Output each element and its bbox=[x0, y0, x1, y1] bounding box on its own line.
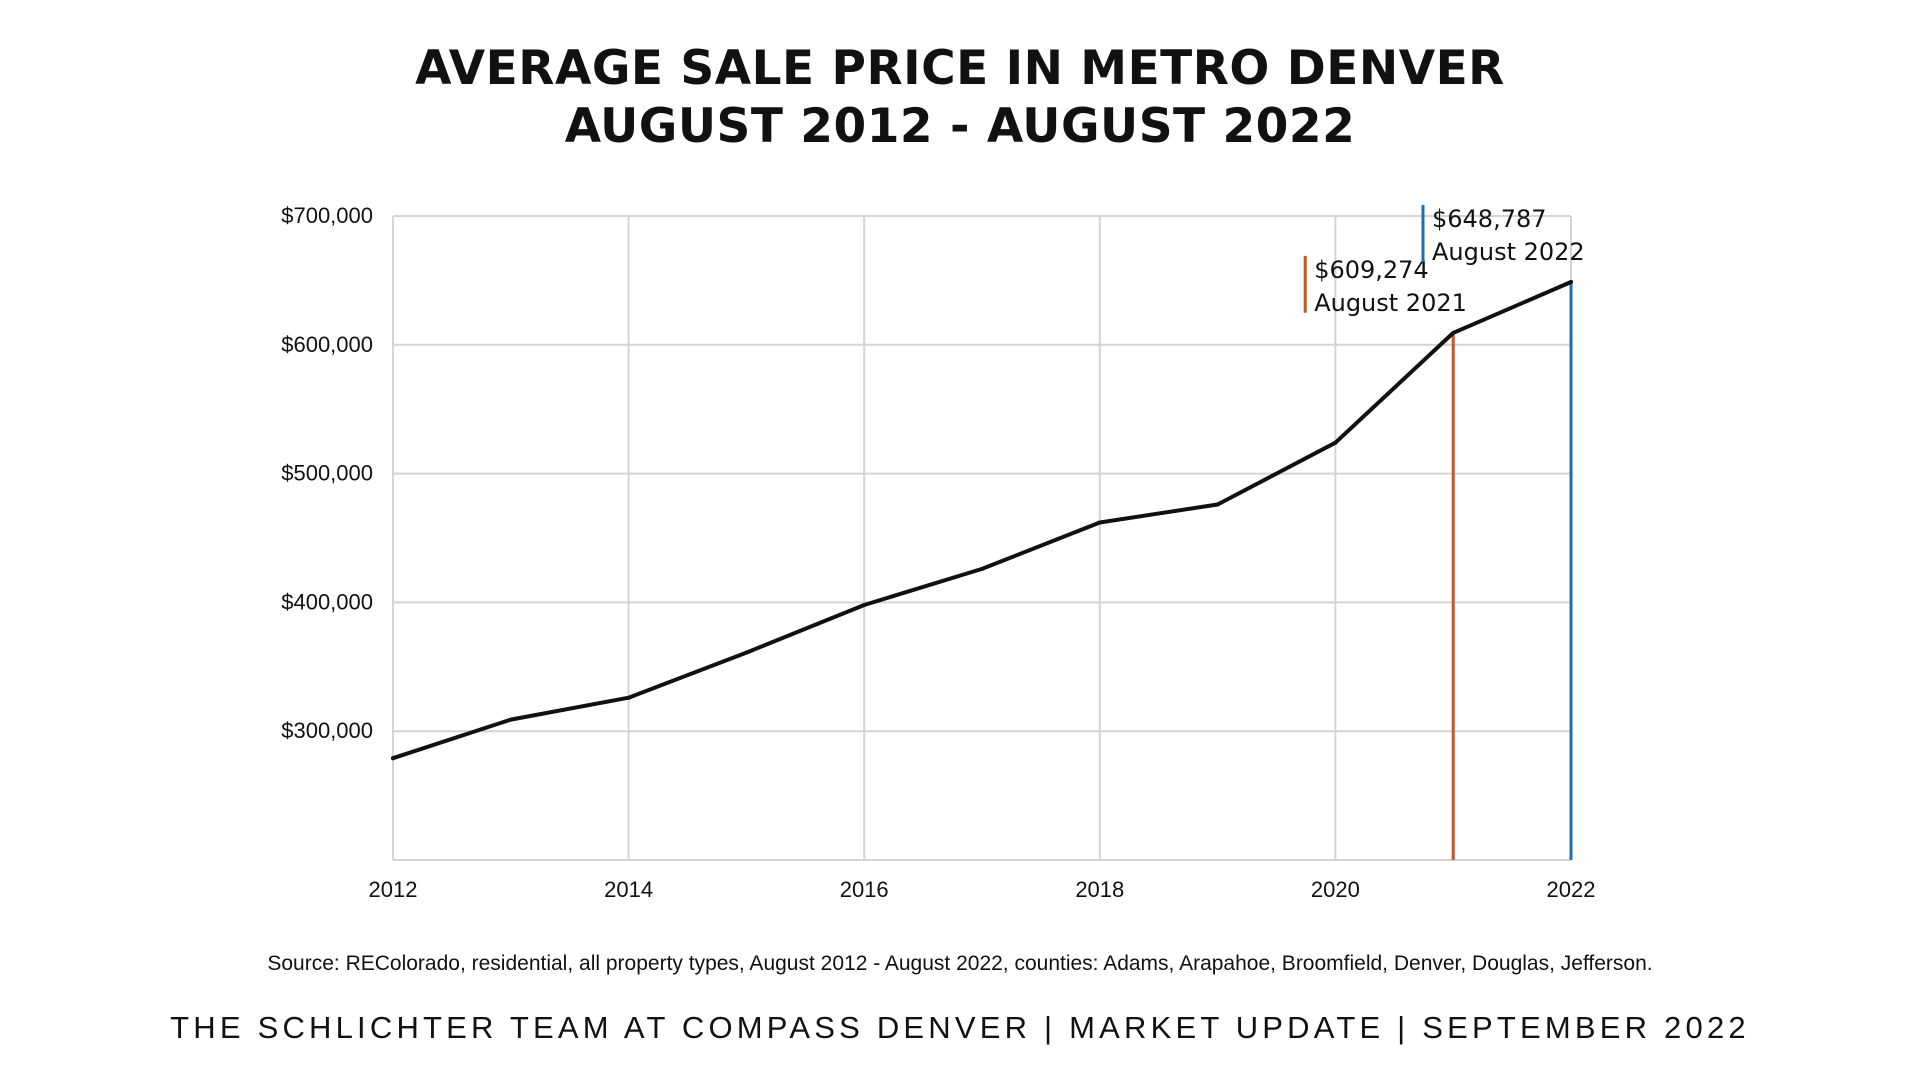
annotation-value-label: $609,274 bbox=[1314, 256, 1429, 284]
data-point bbox=[391, 756, 395, 761]
y-tick-label: $400,000 bbox=[281, 589, 373, 614]
chart-title-line-2: AUGUST 2012 - AUGUST 2022 bbox=[564, 99, 1356, 154]
x-tick-label: 2016 bbox=[840, 877, 889, 902]
data-point bbox=[862, 602, 867, 607]
annotation-period-label: August 2021 bbox=[1314, 289, 1467, 317]
annotation-value-label: $648,787 bbox=[1432, 205, 1547, 233]
data-point bbox=[1333, 440, 1338, 445]
data-point bbox=[1451, 330, 1456, 335]
data-point bbox=[1569, 279, 1573, 284]
data-point bbox=[1215, 502, 1220, 507]
x-tick-label: 2012 bbox=[369, 877, 418, 902]
footer-text: THE SCHLICHTER TEAM AT COMPASS DENVER | … bbox=[170, 1010, 1750, 1045]
y-tick-label: $600,000 bbox=[281, 332, 373, 357]
data-point bbox=[508, 717, 513, 722]
x-tick-label: 2020 bbox=[1311, 877, 1360, 902]
y-tick-label: $500,000 bbox=[281, 461, 373, 486]
source-note: Source: REColorado, residential, all pro… bbox=[267, 952, 1653, 975]
annotation-period-label: August 2022 bbox=[1432, 238, 1585, 266]
series-line bbox=[391, 280, 1573, 761]
x-tick-label: 2018 bbox=[1075, 877, 1124, 902]
y-tick-label: $300,000 bbox=[281, 718, 373, 743]
data-point bbox=[744, 650, 749, 655]
chart-title-line-1: AVERAGE SALE PRICE IN METRO DENVER bbox=[415, 41, 1505, 96]
data-point bbox=[626, 695, 631, 700]
data-point bbox=[980, 566, 984, 571]
x-tick-label: 2014 bbox=[604, 877, 653, 902]
x-tick-label: 2022 bbox=[1547, 877, 1596, 902]
data-point bbox=[1097, 520, 1102, 525]
y-tick-label: $700,000 bbox=[281, 203, 373, 228]
